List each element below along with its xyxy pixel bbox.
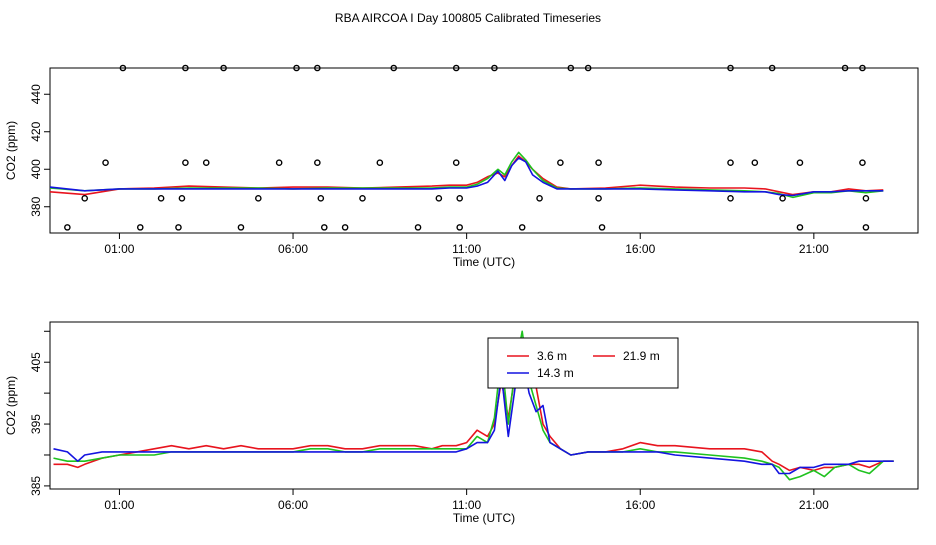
scatter-point	[598, 224, 606, 231]
legend-box	[487, 337, 679, 389]
legend: 3.6 m 21.9 m 14.3 m	[487, 337, 679, 389]
x-tick-label: 21:00	[799, 498, 829, 512]
y-axis-label: CO2 (ppm)	[4, 121, 18, 180]
y-axis-label: CO2 (ppm)	[4, 376, 18, 435]
plot-frame	[49, 67, 919, 234]
scatter-point	[584, 64, 592, 72]
scatter-point	[81, 195, 89, 202]
x-tick-label: 16:00	[625, 242, 655, 256]
scatter-point	[862, 224, 870, 231]
scatter-point	[119, 64, 127, 72]
y-tick-label: 380	[29, 196, 43, 216]
scatter-point	[136, 224, 144, 231]
scatter-point	[859, 159, 866, 166]
x-tick-label: 01:00	[104, 498, 134, 512]
scatter-point	[255, 195, 262, 202]
scatter-point	[314, 159, 321, 166]
scatter-point	[595, 195, 602, 202]
scatter-point	[359, 195, 366, 202]
scatter-point	[320, 224, 328, 231]
scatter-point	[102, 159, 109, 166]
scatter-point	[178, 195, 186, 202]
scatter-point	[175, 224, 182, 231]
x-tick-label: 16:00	[625, 498, 655, 512]
scatter-point	[314, 64, 321, 72]
scatter-point	[452, 64, 460, 72]
scatter-point	[435, 195, 443, 202]
scatter-point	[727, 64, 734, 72]
y-tick-label: 405	[29, 352, 43, 372]
scatter-point	[727, 159, 734, 166]
scatter-point	[202, 159, 210, 166]
y-tick-label: 395	[29, 414, 43, 434]
x-tick-label: 06:00	[278, 498, 308, 512]
scatter-point	[595, 159, 602, 166]
scatter-point	[414, 224, 422, 231]
scatter-point	[796, 224, 804, 231]
x-tick-label: 11:00	[452, 498, 481, 512]
x-tick-label: 01:00	[104, 242, 134, 256]
scatter-point	[341, 224, 349, 231]
scatter-point	[768, 64, 776, 72]
x-axis-label: Time (UTC)	[453, 255, 515, 269]
scatter-point	[390, 64, 398, 72]
legend-label: 21.9 m	[623, 349, 660, 363]
chart-panel-1: 01:00 06:00 11:00 16:00 21:00 380 400 420 440 Tim…	[4, 64, 919, 269]
scatter-point	[220, 64, 227, 72]
scatter-point	[293, 64, 300, 72]
series-line-blue	[49, 157, 884, 197]
y-tick-label: 440	[29, 84, 43, 104]
scatter-point	[157, 195, 165, 202]
series-line-blue	[53, 355, 894, 475]
legend-label: 3.6 m	[537, 349, 567, 363]
scatter-point	[182, 159, 189, 166]
scatter-point	[456, 224, 463, 231]
scatter-point	[317, 195, 325, 202]
scatter-point	[751, 159, 759, 166]
x-tick-label: 06:00	[278, 242, 308, 256]
plot-frame	[49, 321, 919, 490]
legend-label: 14.3 m	[537, 366, 574, 380]
series-line-green	[49, 151, 884, 199]
x-axis-label: Time (UTC)	[453, 511, 515, 525]
x-tick-label: 21:00	[799, 242, 829, 256]
scatter-point	[727, 195, 734, 202]
scatter-point	[275, 159, 283, 166]
x-tick-label: 11:00	[452, 242, 481, 256]
scatter-point	[557, 159, 564, 166]
y-tick-label: 400	[29, 159, 43, 179]
scatter-point	[862, 195, 870, 202]
chart-panel-2: 01:00 06:00 11:00 16:00 21:00 385 395 405 Time (…	[4, 321, 919, 525]
scatter-point	[64, 224, 71, 231]
scatter-point	[859, 64, 866, 72]
scatter-point	[182, 64, 189, 72]
y-tick-label: 420	[29, 121, 43, 141]
y-tick-label: 385	[29, 476, 43, 496]
scatter-point	[376, 159, 384, 166]
scatter-point	[452, 159, 460, 166]
scatter-point	[237, 224, 245, 231]
scatter-point	[456, 195, 463, 202]
scatter-point	[491, 64, 498, 72]
scatter-point	[841, 64, 849, 72]
scatter-point	[779, 195, 786, 202]
page-title: RBA AIRCOA I Day 100805 Calibrated Times…	[335, 11, 601, 25]
scatter-point	[536, 195, 543, 202]
scatter-point	[796, 159, 804, 166]
scatter-point	[518, 224, 526, 231]
scatter-point	[567, 64, 575, 72]
